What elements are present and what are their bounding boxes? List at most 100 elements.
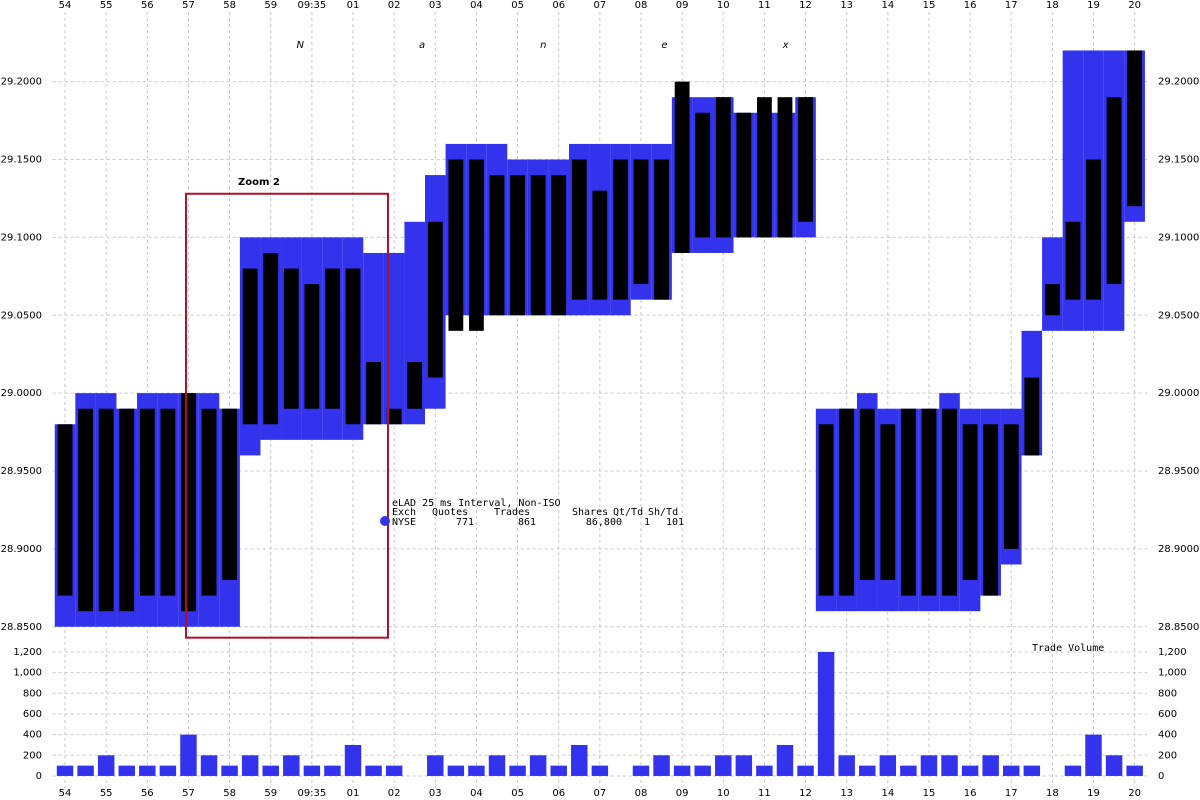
y-tick-label-left: 29.0000 xyxy=(1,388,42,399)
trade-range xyxy=(592,190,608,300)
x-tick-label-top: 10 xyxy=(717,0,730,11)
volume-bar xyxy=(1126,765,1143,776)
x-tick-label-bottom: 19 xyxy=(1087,788,1100,799)
volume-bar xyxy=(776,744,794,776)
trade-range xyxy=(139,408,155,596)
trade-range xyxy=(366,361,381,425)
volume-bar xyxy=(324,765,341,776)
x-tick-label-top: 03 xyxy=(429,0,442,11)
y-tick-label-right: 29.2000 xyxy=(1158,77,1199,88)
trade-range xyxy=(283,268,299,409)
trade-range xyxy=(859,408,875,581)
trade-range xyxy=(571,159,587,300)
volume-bar xyxy=(180,734,197,776)
legend-header: Quotes xyxy=(432,507,468,518)
trade-range xyxy=(1024,377,1040,456)
legend-dot xyxy=(380,516,390,526)
trade-range xyxy=(900,408,916,596)
y-tick-label-right: 29.1500 xyxy=(1158,154,1199,165)
y-tick-label-left: 29.2000 xyxy=(1,77,42,88)
y-tick-label-right: 1,200 xyxy=(1158,647,1187,658)
x-tick-label-bottom: 20 xyxy=(1128,788,1141,799)
volume-bar xyxy=(221,765,238,776)
volume-bar xyxy=(77,765,94,776)
x-tick-label-top: 07 xyxy=(593,0,606,11)
volume-bar xyxy=(571,744,588,776)
volume-bar xyxy=(447,765,465,776)
trade-range xyxy=(921,408,937,596)
trade-range xyxy=(654,159,669,300)
trade-range xyxy=(530,175,546,316)
y-tick-label-right: 800 xyxy=(1158,688,1177,699)
y-tick-label-right: 28.9500 xyxy=(1158,466,1199,477)
volume-bar xyxy=(920,755,938,776)
volume-bar xyxy=(56,765,74,776)
volume-bar xyxy=(817,651,835,776)
x-tick-label-bottom: 04 xyxy=(470,788,483,799)
volume-bar xyxy=(241,755,259,776)
trade-range xyxy=(715,97,731,238)
trade-range xyxy=(798,97,813,222)
y-tick-label-left: 28.9000 xyxy=(1,544,42,555)
x-tick-label-top: 02 xyxy=(388,0,401,11)
trade-range xyxy=(777,97,793,238)
zoom-box xyxy=(184,192,389,639)
legend-cell: 86,800 xyxy=(586,517,622,528)
x-tick-label-bottom: 02 xyxy=(388,788,401,799)
x-tick-label-bottom: 58 xyxy=(223,788,236,799)
volume-bar xyxy=(982,755,999,776)
volume-bar xyxy=(1003,765,1020,776)
volume-bar xyxy=(97,755,115,776)
volume-bar xyxy=(591,765,609,776)
trade-range xyxy=(181,393,196,612)
trade-range xyxy=(427,221,443,378)
trade-range xyxy=(1065,221,1081,300)
volume-bar xyxy=(159,765,177,776)
x-tick-label-top: 19 xyxy=(1087,0,1100,11)
x-tick-label-bottom: 55 xyxy=(100,788,113,799)
trade-range xyxy=(304,284,320,409)
legend-title: eLAD 25 ms Interval, Non-ISO xyxy=(392,498,561,509)
trade-range xyxy=(78,408,94,612)
volume-bar xyxy=(715,755,732,776)
y-tick-label-right: 1,000 xyxy=(1158,668,1187,679)
trade-range xyxy=(160,408,176,596)
x-tick-label-bottom: 10 xyxy=(717,788,730,799)
volume-bar xyxy=(550,765,567,776)
volume-bar xyxy=(838,755,855,776)
x-tick-label-bottom: 13 xyxy=(840,788,853,799)
x-tick-label-top: 20 xyxy=(1128,0,1141,11)
legend-cell: 1 xyxy=(644,517,650,528)
trade-range xyxy=(695,112,711,238)
y-tick-label-right: 29.0000 xyxy=(1158,388,1199,399)
x-tick-label-bottom: 11 xyxy=(758,788,771,799)
trade-range xyxy=(1106,97,1122,285)
x-tick-label-bottom: 12 xyxy=(799,788,812,799)
x-tick-label-top: 08 xyxy=(635,0,648,11)
x-tick-label-top: 17 xyxy=(1005,0,1018,11)
volume-bar xyxy=(941,755,958,776)
y-tick-label-right: 0 xyxy=(1158,771,1164,782)
volume-bar xyxy=(509,765,526,776)
trade-range xyxy=(119,408,135,612)
volume-bar xyxy=(653,755,670,776)
trade-range xyxy=(633,159,649,285)
volume-bar xyxy=(735,755,753,776)
y-tick-label-left: 29.1500 xyxy=(1,154,42,165)
x-tick-label-bottom: 57 xyxy=(182,788,195,799)
trade-range xyxy=(551,175,567,316)
legend-cell: NYSE xyxy=(392,517,416,528)
volume-bar xyxy=(1023,765,1041,776)
trade-range xyxy=(613,159,628,300)
x-tick-label-bottom: 06 xyxy=(552,788,565,799)
legend-cell: 771 xyxy=(456,517,474,528)
trade-range xyxy=(674,81,690,253)
volume-bar xyxy=(468,765,485,776)
legend-header: Trades xyxy=(494,507,530,518)
volume-bar xyxy=(1085,734,1102,776)
x-tick-label-top: 58 xyxy=(223,0,236,11)
x-tick-label-bottom: 05 xyxy=(511,788,524,799)
volume-bar xyxy=(365,765,382,776)
y-tick-label-left: 1,200 xyxy=(13,647,42,658)
